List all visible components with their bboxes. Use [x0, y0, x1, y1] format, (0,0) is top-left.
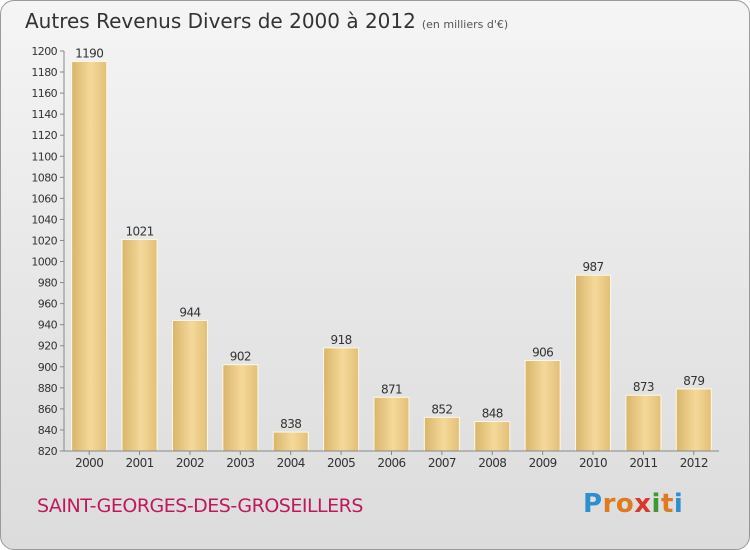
bar-value-label: 1021 [126, 224, 154, 238]
bar-2000 [71, 61, 108, 452]
x-tick-label: 2011 [629, 456, 657, 470]
x-tick-label: 2001 [126, 456, 154, 470]
logo-letter: o [615, 489, 635, 519]
x-tick-label: 2010 [579, 456, 607, 470]
bar-2008 [474, 421, 511, 452]
x-tick-label: 2009 [529, 456, 557, 470]
bar-2005 [323, 347, 360, 452]
y-tick-label: 940 [38, 319, 58, 332]
logo-letter: i [651, 489, 661, 519]
logo-letter: i [673, 489, 684, 519]
x-tick-label: 2008 [478, 456, 506, 470]
y-tick-label: 960 [38, 298, 58, 311]
bar-2003 [222, 364, 259, 452]
bar-2009 [524, 359, 561, 452]
bar-value-label: 848 [482, 407, 503, 421]
chart-title-text: Autres Revenus Divers de 2000 à 2012 [25, 9, 416, 33]
y-tick-label: 1060 [31, 192, 57, 205]
bar-2004 [272, 431, 309, 452]
chart-title: Autres Revenus Divers de 2000 à 2012 (en … [25, 9, 508, 33]
y-tick-label: 1120 [31, 129, 57, 142]
y-tick-label: 900 [38, 361, 58, 374]
x-tick-label: 2007 [428, 456, 456, 470]
logo-letter: x [634, 489, 652, 519]
chart-subtitle: (en milliers d'€) [421, 18, 509, 31]
x-tick-label: 2003 [226, 456, 254, 470]
commune-name: SAINT-GEORGES-DES-GROSEILLERS [37, 495, 363, 517]
bar-value-label: 944 [179, 305, 200, 319]
y-tick-label: 1200 [31, 45, 57, 58]
y-axis: 820 840 860 880 900 920 940 960 980 1000 1020 1040 1… [31, 45, 65, 458]
x-tick-label: 2006 [377, 456, 405, 470]
x-tick-label: 2005 [327, 456, 355, 470]
bar-2006 [373, 396, 410, 452]
bar-2001 [121, 238, 158, 452]
x-tick-label: 2002 [176, 456, 204, 470]
y-tick-label: 980 [38, 277, 58, 290]
y-tick-label: 1140 [31, 108, 57, 121]
bar-value-label: 871 [381, 382, 402, 396]
y-tick-label: 1040 [31, 213, 57, 226]
bar-value-label: 902 [230, 350, 251, 364]
y-tick-label: 1020 [31, 234, 57, 247]
y-tick-label: 880 [38, 382, 58, 395]
bar-value-label: 873 [633, 380, 654, 394]
bars: 1190 1021 944 902 838 918 871 852 848 906 987 873 87… [71, 47, 712, 452]
bar-2002 [171, 319, 208, 452]
y-tick-label: 860 [38, 403, 58, 416]
logo-letter: t [660, 489, 674, 519]
y-tick-label: 1100 [31, 150, 57, 163]
bar-2012 [675, 388, 712, 452]
bar-value-label: 1190 [75, 47, 103, 61]
bar-value-label: 879 [683, 374, 704, 388]
y-tick-label: 1080 [31, 171, 57, 184]
bar-value-label: 852 [431, 402, 452, 416]
bar-2011 [625, 394, 662, 452]
x-tick-label: 2000 [75, 456, 103, 470]
proxiti-logo: Proxiti [583, 489, 683, 519]
bar-value-label: 987 [582, 260, 603, 274]
y-tick-label: 840 [38, 424, 58, 437]
y-tick-label: 1180 [31, 66, 57, 79]
y-tick-label: 1160 [31, 87, 57, 100]
y-tick-label: 820 [38, 445, 58, 458]
logo-letter: P [583, 489, 603, 519]
x-tick-label: 2004 [277, 456, 305, 470]
y-tick-label: 1000 [31, 256, 57, 269]
bar-2010 [575, 274, 612, 452]
x-axis: 2000 2001 2002 2003 2004 2005 2006 2007 2008 2009… [64, 450, 719, 470]
bar-value-label: 918 [331, 333, 352, 347]
bar-value-label: 838 [280, 417, 301, 431]
y-tick-label: 920 [38, 340, 58, 353]
logo-letter: r [602, 489, 616, 519]
x-tick-label: 2012 [680, 456, 708, 470]
bar-value-label: 906 [532, 345, 553, 359]
bar-2007 [423, 416, 460, 452]
